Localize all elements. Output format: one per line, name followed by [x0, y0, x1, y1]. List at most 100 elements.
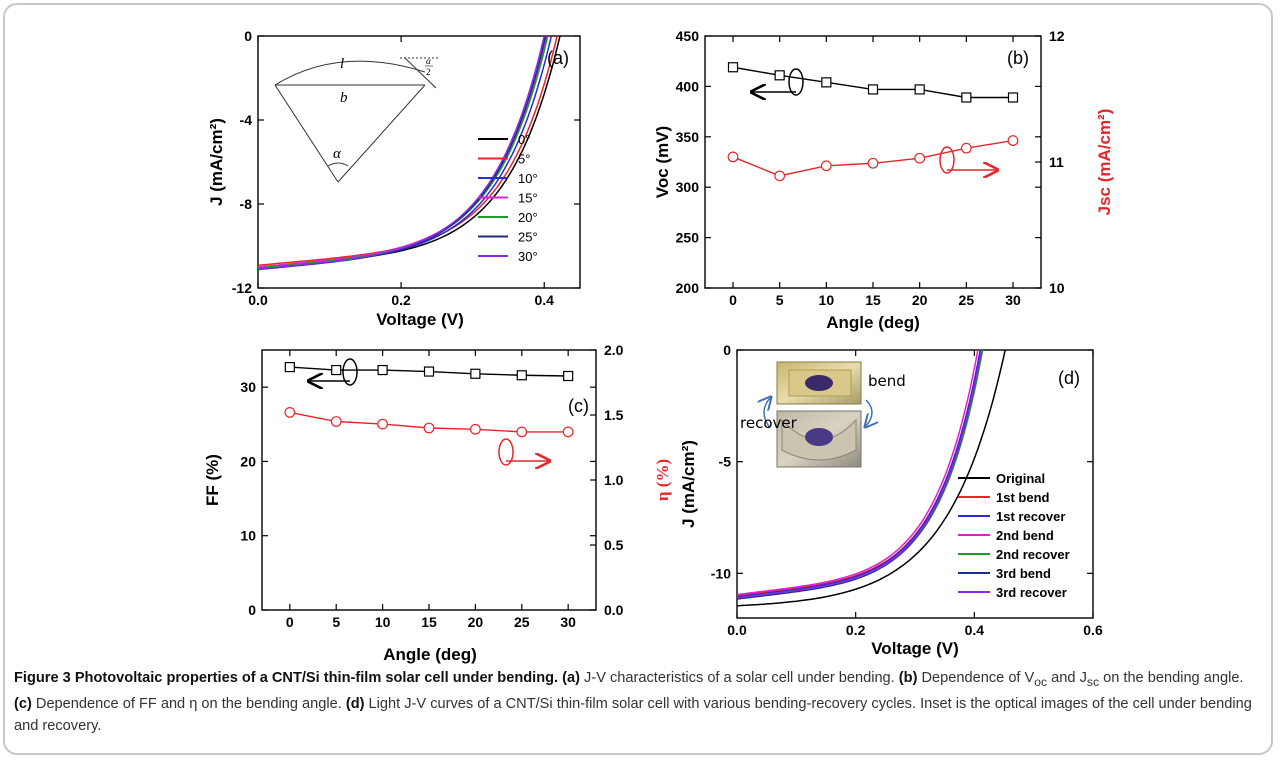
- panel-c-y2-tick-label: 1.5: [604, 407, 624, 423]
- panel-c-y-label: FF (%): [203, 454, 222, 506]
- panel-b-y-tick-label: 300: [676, 179, 700, 195]
- panel-b-y-tick-label: 350: [676, 129, 700, 145]
- panel-c-point-η: [285, 408, 295, 418]
- panel-a-tag: (a): [547, 48, 569, 68]
- panel-a-legend-label: 10°: [518, 171, 538, 186]
- panel-d-legend-label: 1st recover: [996, 509, 1065, 524]
- panel-b-y2-tick-label: 10: [1049, 280, 1065, 296]
- panel-a-curve-20deg: [258, 36, 548, 268]
- panel-a-chart: 0.0 0.2 0.4 0 -4 -8 -12 Voltage (V) J (mA/cm²)…: [207, 28, 580, 329]
- panel-c-y2-tick-label: 0.0: [604, 602, 624, 618]
- panel-b-y-label: Voc (mV): [653, 126, 672, 198]
- panel-d-x-label: Voltage (V): [871, 639, 959, 658]
- panel-b-y-tick-label: 200: [676, 280, 700, 296]
- panel-b-point-Voc: [729, 63, 738, 72]
- caption-b-end: on the bending angle.: [1099, 670, 1243, 686]
- panel-b-x-tick-label: 30: [1005, 292, 1021, 308]
- panel-c-point-FF: [425, 367, 434, 376]
- sketch-label-l: l: [340, 56, 344, 72]
- panel-d-tag: (d): [1058, 368, 1080, 388]
- panel-d-x-tick-label: 0.4: [965, 622, 985, 638]
- panel-b-y-tick-label: 250: [676, 230, 700, 246]
- panel-c-y2-tick-label: 2.0: [604, 342, 624, 358]
- sketch-label-alpha: α: [333, 146, 342, 162]
- caption-b-tag: (b): [899, 670, 918, 686]
- panel-d-legend-label: Original: [996, 471, 1045, 486]
- panel-b-point-Voc: [775, 71, 784, 80]
- sketch-radius-left: [275, 85, 338, 182]
- panel-d-x-tick-label: 0.6: [1083, 622, 1103, 638]
- panel-a-x-label: Voltage (V): [376, 310, 464, 329]
- panel-b-y-tick-label: 450: [676, 28, 700, 44]
- panel-a-y-tick-label: -12: [232, 280, 252, 296]
- panel-d-x-tick-label: 0.2: [846, 622, 866, 638]
- panel-d-legend-label: 1st bend: [996, 490, 1050, 505]
- inset-bend-arrow: [866, 400, 872, 426]
- panel-b-x-tick-label: 25: [959, 292, 975, 308]
- panel-b-point-Jsc: [728, 152, 738, 162]
- panel-c-x-tick-label: 10: [375, 614, 391, 630]
- panel-a-x-tick-label: 0.2: [391, 292, 411, 308]
- panel-c-y-tick-label: 10: [240, 528, 256, 544]
- caption-b-mid: and J: [1047, 670, 1087, 686]
- figure-caption: Figure 3 Photovoltaic properties of a CN…: [14, 667, 1264, 737]
- panel-b-point-Voc: [822, 78, 831, 87]
- panel-c-point-η: [331, 417, 341, 427]
- panel-a-legend-label: 20°: [518, 210, 538, 225]
- panel-b-point-Jsc: [775, 171, 785, 181]
- panel-a-curve-30deg: [258, 36, 544, 269]
- sketch-label-half-alpha-num: α: [426, 56, 431, 66]
- sketch-label-b: b: [340, 90, 348, 106]
- caption-title: Photovoltaic properties of a CNT/Si thin…: [75, 670, 558, 686]
- panel-c-x-tick-label: 25: [514, 614, 530, 630]
- panel-c-point-η: [563, 427, 573, 437]
- inset-bend-label: bend: [868, 372, 906, 390]
- panel-a-y-tick-label: 0: [244, 28, 252, 44]
- panel-c-x-tick-label: 20: [468, 614, 484, 630]
- panel-c-plot-frame: [262, 350, 596, 610]
- panel-c-x-tick-label: 0: [286, 614, 294, 630]
- panel-c-y2-tick-label: 1.0: [604, 472, 624, 488]
- panel-b-point-Voc: [915, 85, 924, 94]
- panel-b-x-tick-label: 10: [819, 292, 835, 308]
- panel-a-legend-label: 30°: [518, 249, 538, 264]
- panel-a-legend-label: 15°: [518, 191, 538, 206]
- figure-canvas: 0.0 0.2 0.4 0 -4 -8 -12 Voltage (V) J (mA/cm²)…: [0, 0, 1282, 664]
- sketch-label-half-alpha-den: 2: [426, 67, 431, 77]
- panel-b-series: [728, 63, 1018, 181]
- panel-c-chart: 0 5 10 15 20 25 30 0 10 20 30 0.0 0.5 1.0 1.5 2.0 Angle…: [203, 342, 672, 664]
- caption-a-tag: (a): [562, 670, 580, 686]
- panel-b-y2-tick-label: 11: [1049, 154, 1064, 170]
- panel-b-y-tick-label: 400: [676, 78, 700, 94]
- panel-c-point-η: [378, 419, 388, 429]
- sketch-radius-right: [338, 85, 425, 182]
- panel-b-point-Jsc: [868, 158, 878, 168]
- panel-d-y-label: J (mA/cm²): [679, 440, 698, 528]
- panel-b-y2-label: Jsc (mA/cm²): [1095, 109, 1114, 216]
- caption-b-sub2: sc: [1087, 675, 1099, 689]
- panel-c-y-tick-label: 30: [240, 379, 256, 395]
- panel-b-point-Jsc: [1008, 136, 1018, 146]
- panel-a-curve-5deg: [258, 36, 557, 265]
- panel-b-voc-axis-ellipse: [789, 69, 803, 95]
- panel-c-point-η: [517, 427, 527, 437]
- panel-c-axes: 0 5 10 15 20 25 3001020300.00.51.01.52.0: [240, 342, 623, 630]
- caption-b-text: Dependence of V: [917, 670, 1034, 686]
- panel-d-legend-label: 2nd bend: [996, 528, 1054, 543]
- panel-d-legend-label: 3rd bend: [996, 566, 1051, 581]
- caption-d-tag: (d): [346, 696, 365, 712]
- panel-d-legend-label: 3rd recover: [996, 585, 1067, 600]
- sketch-tangent: [405, 58, 436, 88]
- panel-b-tag: (b): [1007, 48, 1029, 68]
- panel-b-point-Voc: [1009, 93, 1018, 102]
- caption-c-tag: (c): [14, 696, 32, 712]
- panel-b-y2-tick-label: 12: [1049, 28, 1065, 44]
- panel-a-y-tick-label: -8: [240, 196, 253, 212]
- panel-c-x-tick-label: 15: [421, 614, 437, 630]
- panel-b-chart: 0 5 10 15 20 25 30 200 250 300 350 400 450 10 11 12 Ang…: [653, 28, 1114, 332]
- panel-c-y2-label: η (%): [653, 459, 672, 501]
- panel-b-jsc-axis-ellipse: [940, 147, 954, 173]
- panel-c-x-tick-label: 5: [332, 614, 340, 630]
- panel-c-y-tick-label: 0: [248, 602, 256, 618]
- panel-b-point-Jsc: [915, 153, 925, 163]
